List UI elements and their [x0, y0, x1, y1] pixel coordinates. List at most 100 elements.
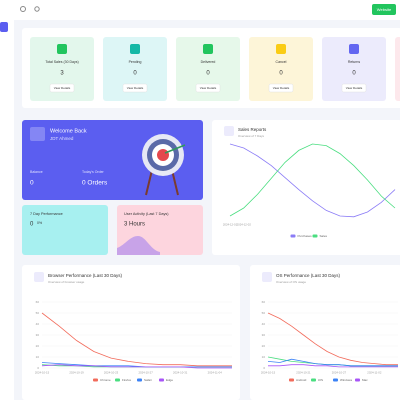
legend-label[interactable]: Purchases — [298, 234, 313, 238]
x-tick-label: 2024-12-01 — [223, 223, 238, 227]
chart-title: Browser Performance (Last 30 Days) — [48, 273, 123, 278]
button-label: View Details — [54, 86, 71, 90]
x-tick-label: 2024-10-23 — [104, 371, 119, 375]
line — [267, 358, 398, 367]
stat-icon — [130, 44, 140, 54]
button-label: View Details — [346, 86, 363, 90]
line — [41, 364, 232, 369]
sidebar-active[interactable] — [0, 22, 8, 32]
legend-swatch — [311, 378, 316, 382]
legend-swatch — [355, 378, 360, 382]
stat-label: Pending — [129, 60, 142, 64]
legend-swatch — [289, 378, 294, 382]
x-tick-label: 2024-10-19 — [69, 371, 84, 375]
performance-label: 7 Day Performance — [30, 212, 63, 216]
stat-card — [176, 37, 240, 101]
stat-value: 0 — [279, 71, 283, 77]
stat-card — [249, 37, 313, 101]
search-icon[interactable] — [20, 6, 26, 12]
stat-card — [395, 37, 400, 101]
legend-label[interactable]: Chrome — [100, 378, 111, 382]
stat-icon — [57, 44, 67, 54]
activity-value: 3 Hours — [124, 222, 145, 228]
button-label: View Details — [200, 86, 217, 90]
y-tick-label: 40 — [36, 322, 40, 326]
chart-subtitle: Overview of browser usage — [48, 280, 85, 284]
y-tick-label: 60 — [36, 300, 40, 304]
orders: 0 Orders — [82, 180, 108, 187]
stat-card — [103, 37, 167, 101]
welcome-title: Welcome Back — [50, 128, 87, 134]
performance-value: 0 — [30, 222, 34, 228]
stat-value: 3 — [60, 71, 64, 77]
settings-icon[interactable] — [34, 6, 40, 12]
legend-label[interactable]: Windows — [340, 378, 353, 382]
x-tick-label: 2024-10-27 — [138, 371, 153, 375]
y-tick-label: 0 — [37, 366, 39, 370]
browser-card — [22, 265, 240, 400]
legend-label[interactable]: Android — [296, 378, 307, 382]
website-button[interactable] — [372, 4, 396, 15]
chart-title: OS Performance (Last 30 Days) — [276, 273, 341, 278]
sales-card — [212, 120, 400, 255]
legend-label[interactable]: Safari — [144, 378, 152, 382]
welcome-name: JDT Ahmed — [50, 136, 74, 141]
x-tick-label: 2024-10-27 — [332, 371, 347, 375]
legend-label[interactable]: Firefox — [122, 378, 132, 382]
stat-label: Returns — [348, 60, 361, 64]
legend-label[interactable]: Mac — [362, 378, 368, 382]
y-tick-label: 50 — [36, 311, 40, 315]
stat-icon — [349, 44, 359, 54]
legend-swatch — [115, 378, 120, 382]
legend-label[interactable]: Sales — [320, 234, 328, 238]
y-tick-label: 20 — [262, 344, 266, 348]
legend-label[interactable]: Edge — [166, 378, 173, 382]
chart-icon — [224, 126, 234, 136]
stat-value: 0 — [133, 71, 137, 77]
y-tick-label: 30 — [36, 333, 40, 337]
chart-icon — [34, 272, 44, 282]
chart-title: Sales Reports — [238, 127, 267, 132]
legend-swatch — [137, 378, 142, 382]
y-tick-label: 20 — [36, 344, 40, 348]
line — [268, 364, 398, 368]
view-details-button[interactable] — [122, 83, 148, 93]
topbar — [14, 0, 400, 20]
x-tick-label: 2024-11-04 — [208, 371, 223, 375]
view-details-button[interactable] — [268, 83, 294, 93]
line — [41, 312, 232, 367]
stat-label: Delivered — [201, 60, 216, 64]
activity-sparkline — [117, 236, 160, 255]
button-label: View Details — [273, 86, 290, 90]
sidebar — [0, 0, 14, 400]
y-tick-label: 10 — [36, 355, 40, 359]
stat-card — [30, 37, 94, 101]
y-tick-label: 40 — [262, 322, 266, 326]
view-details-button[interactable] — [341, 83, 367, 93]
legend-swatch — [159, 378, 164, 382]
balance-label: Balance — [30, 170, 43, 174]
legend-swatch — [290, 234, 296, 238]
orders-label: Today's Order — [82, 170, 105, 174]
button-label: Website — [377, 7, 392, 12]
line — [41, 362, 232, 368]
balance: 0 — [30, 180, 34, 187]
target-illustration — [142, 134, 186, 196]
line — [229, 143, 396, 217]
legend-swatch — [312, 234, 318, 238]
legend-label[interactable]: iOS — [318, 378, 323, 382]
x-tick-label: 2024-10-15 — [35, 371, 50, 375]
view-details-button[interactable] — [195, 83, 221, 93]
line — [229, 143, 396, 218]
button-label: View Details — [127, 86, 144, 90]
y-tick-label: 50 — [262, 311, 266, 315]
y-tick-label: 0 — [263, 366, 265, 370]
x-tick-label: 2024-10-21 — [296, 371, 311, 375]
stat-label: Cancel — [276, 60, 287, 64]
x-tick-label: 2024-10-15 — [261, 371, 276, 375]
view-details-button[interactable] — [49, 83, 75, 93]
chart-subtitle: Overview of 7 Days — [238, 134, 265, 138]
activity-label: User Activity (Last 7 Days) — [124, 212, 169, 216]
